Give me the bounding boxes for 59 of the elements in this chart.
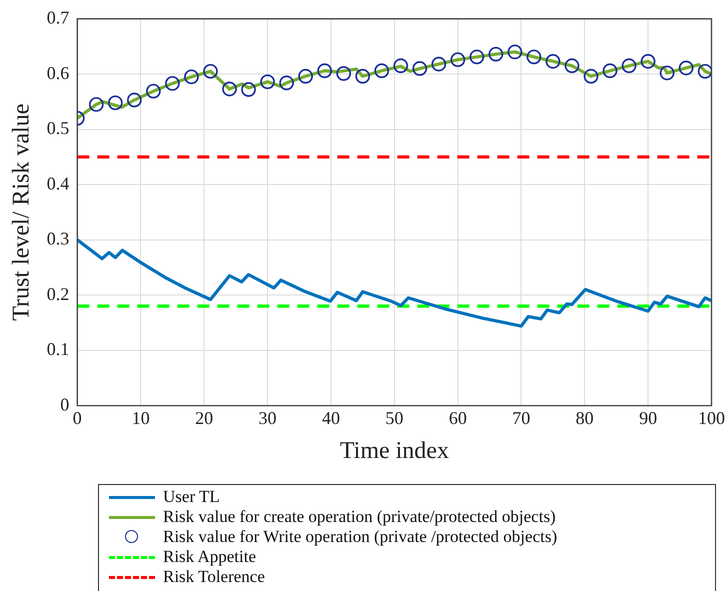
x-tick-label: 0 <box>72 408 82 428</box>
legend-label: User TL <box>163 487 220 507</box>
point <box>374 63 390 78</box>
x-tick-label: 60 <box>448 408 467 428</box>
point <box>450 52 466 68</box>
point <box>393 58 408 74</box>
y-tick-label: 0.3 <box>46 228 70 249</box>
y-tick-label: 0.6 <box>46 62 70 83</box>
x-tick-label: 50 <box>385 408 404 428</box>
point <box>412 61 428 76</box>
y-tick-label: 0.5 <box>46 118 70 138</box>
legend-label: Risk Tolerence <box>163 567 265 587</box>
point <box>203 64 218 79</box>
y-axis-title: Trust level/ Risk value <box>8 104 35 321</box>
x-tick-label: 70 <box>512 408 530 428</box>
x-tick-label: 100 <box>698 408 725 428</box>
point <box>584 68 598 84</box>
y-tick-label: 0 <box>60 394 70 414</box>
x-tick-label: 80 <box>576 408 594 428</box>
legend-label: Risk Appetite <box>163 547 256 567</box>
point <box>146 84 161 99</box>
point <box>336 66 352 81</box>
x-tick-label: 90 <box>639 408 658 428</box>
point <box>564 58 580 74</box>
point <box>317 63 332 78</box>
point <box>260 74 275 90</box>
legend-label: Risk value for create operation (private/protected objects) <box>163 507 556 527</box>
point <box>602 63 618 78</box>
point <box>184 69 199 84</box>
point <box>279 76 294 90</box>
point <box>431 56 446 72</box>
x-tick-label: 40 <box>322 408 340 428</box>
point <box>108 95 123 110</box>
point <box>241 82 256 97</box>
y-tick-label: 0.7 <box>46 8 70 28</box>
point <box>298 68 313 84</box>
point <box>546 54 560 69</box>
y-tick-label: 0.1 <box>46 339 70 360</box>
point <box>488 46 504 62</box>
point <box>508 44 522 60</box>
y-tick-label: 0.2 <box>46 284 70 304</box>
x-axis-title: Time index <box>340 438 449 464</box>
point <box>526 50 542 64</box>
point <box>469 50 484 64</box>
point <box>698 64 712 79</box>
x-tick-label: 10 <box>132 408 150 428</box>
y-tick-label: 0.4 <box>46 173 70 194</box>
x-tick-label: 20 <box>195 408 214 428</box>
point <box>165 76 180 91</box>
legend-label: Risk value for Write operation (private /protected objects) <box>163 527 558 547</box>
point <box>127 92 142 108</box>
point <box>678 60 694 76</box>
point <box>660 66 674 80</box>
point <box>355 68 370 84</box>
point <box>622 58 636 74</box>
point <box>222 82 237 96</box>
point <box>88 97 104 112</box>
point <box>640 54 656 69</box>
x-tick-label: 30 <box>258 408 277 428</box>
